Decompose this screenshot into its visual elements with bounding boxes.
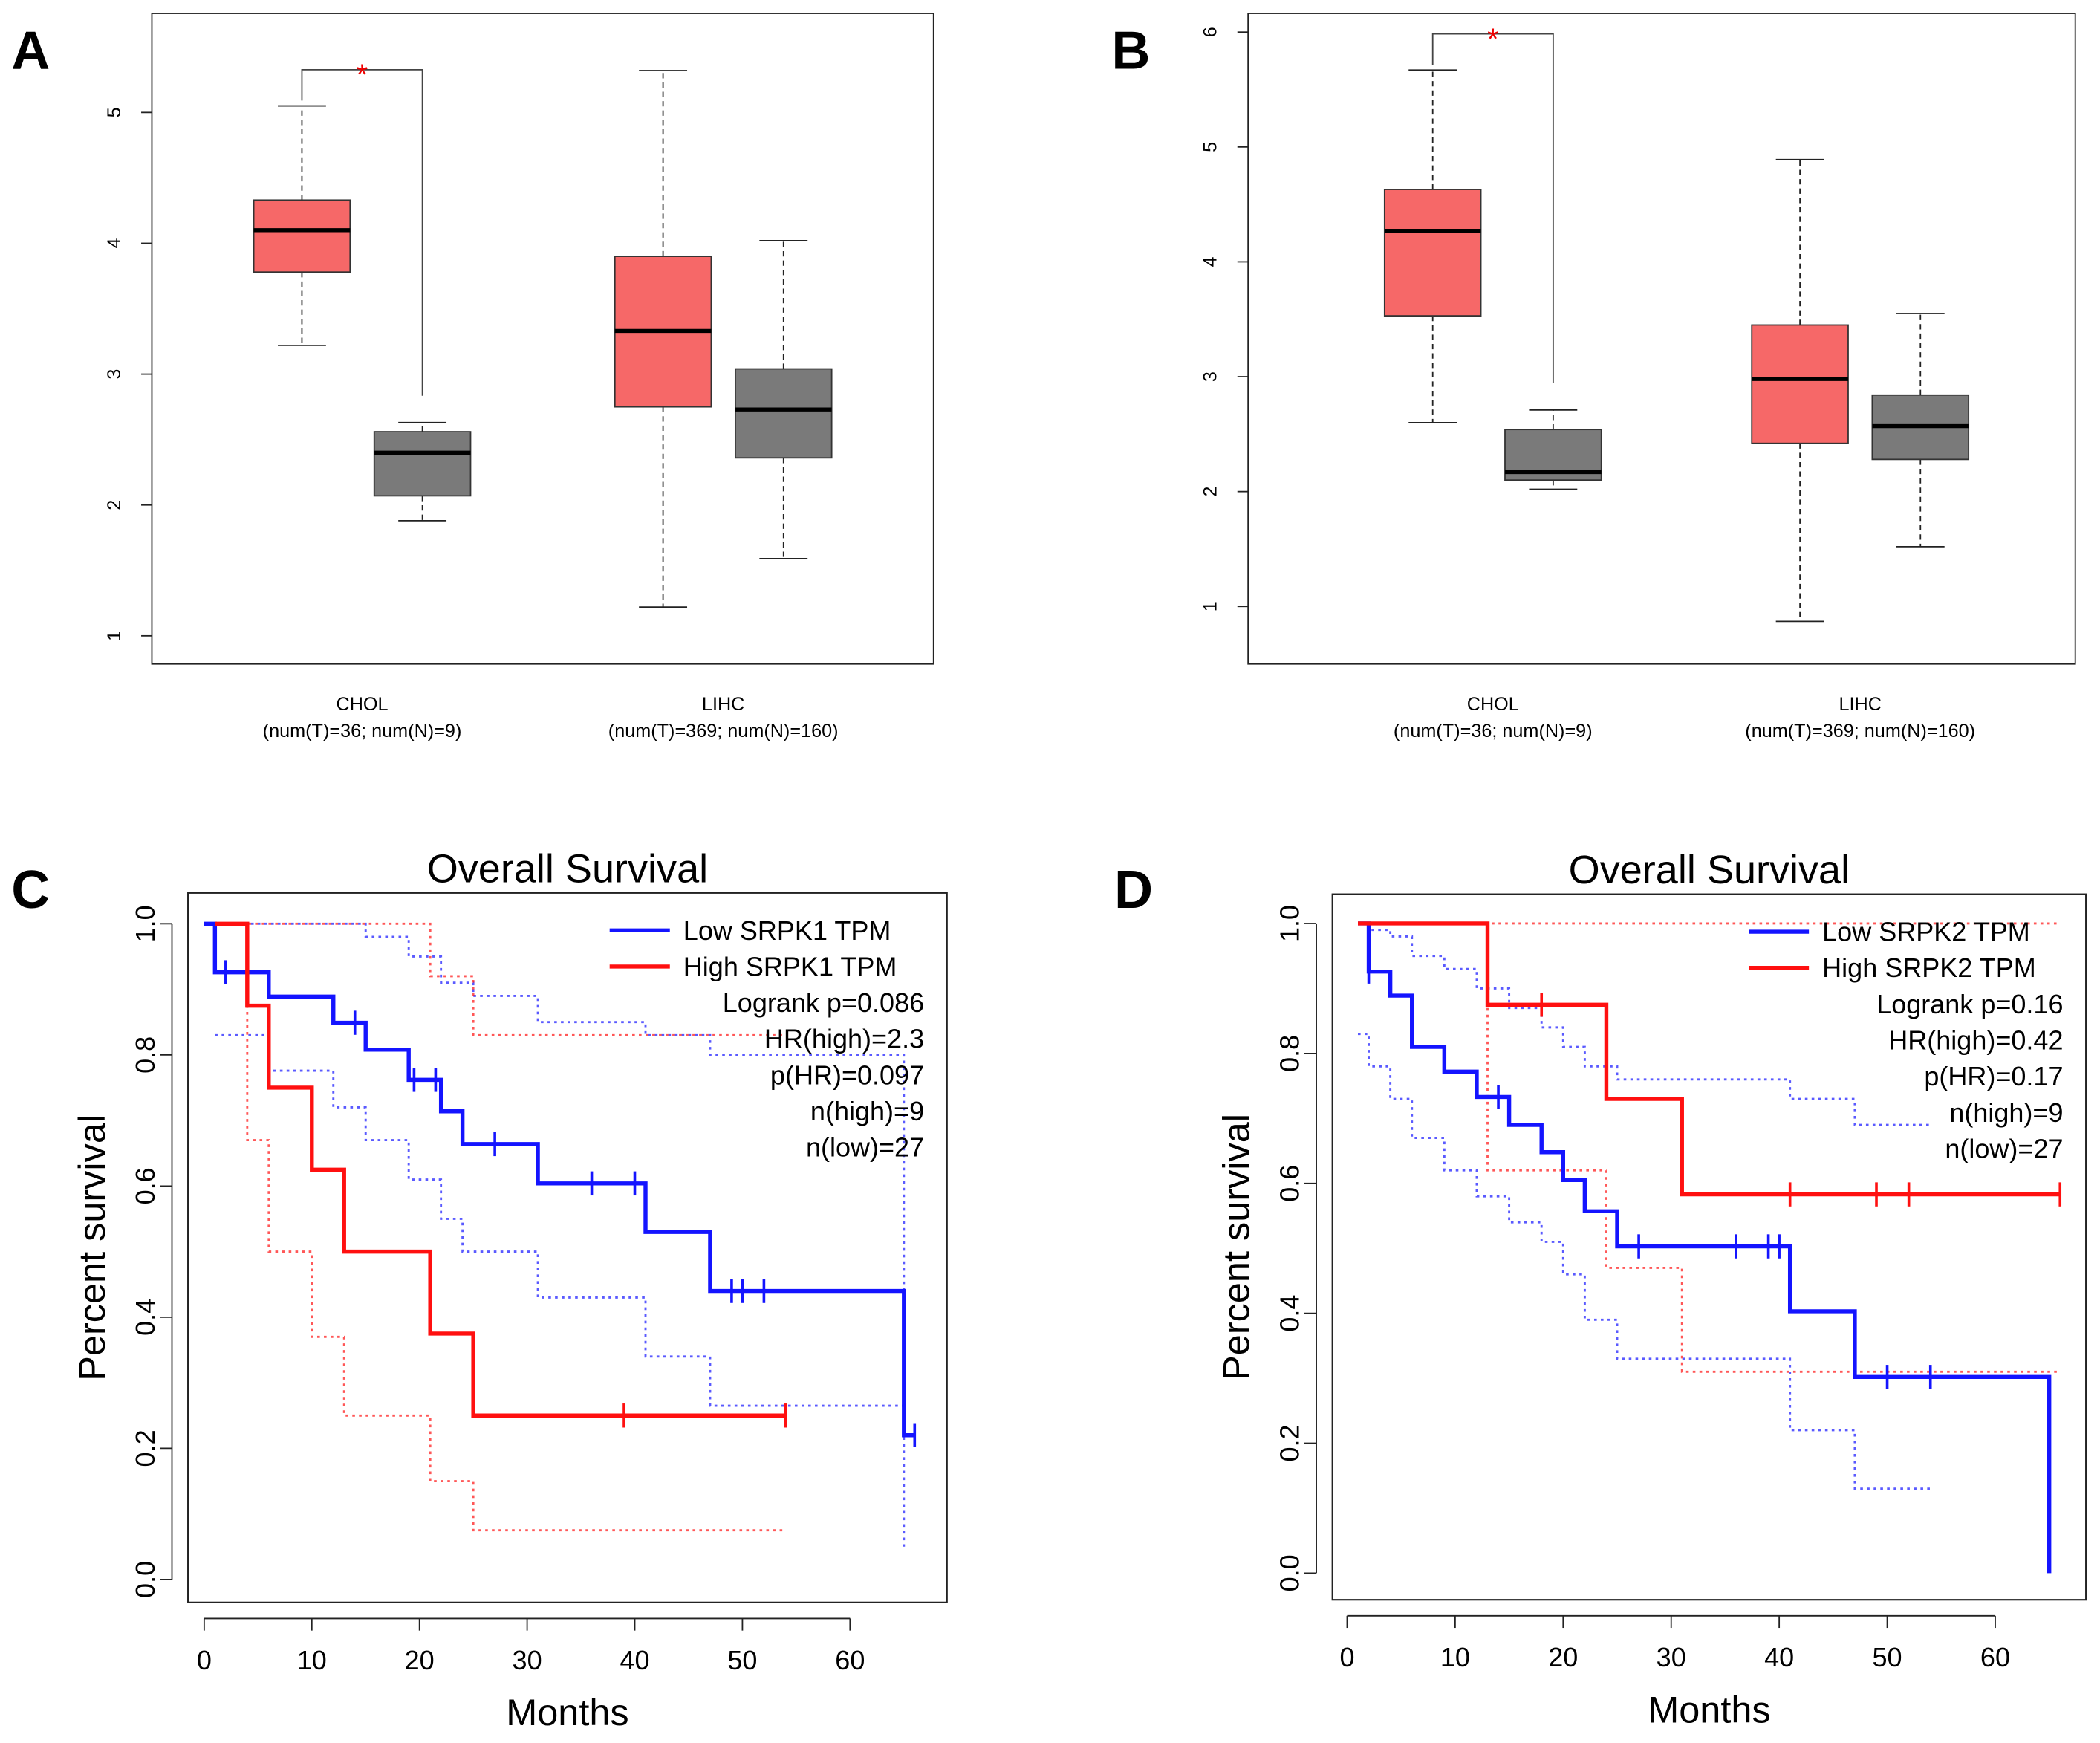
y-tick-label: 0.4 [1275,1295,1305,1332]
category-label: LIHC [1839,694,1881,715]
panel-label: A [11,21,50,80]
legend-stat: n(high)=9 [810,1096,924,1126]
legend-stat: n(low)=27 [806,1132,924,1163]
legend-label: Low SRPK2 TPM [1822,917,2030,947]
y-tick-label: 6 [1200,27,1221,37]
legend-label: High SRPK1 TPM [683,951,897,981]
ci-upper [1358,922,1931,1126]
legend-stat: p(HR)=0.097 [770,1059,924,1090]
x-tick-label: 10 [1440,1642,1470,1672]
category-label: CHOL [336,694,388,715]
x-tick-label: 50 [1873,1642,1902,1672]
legend-stat: Logrank p=0.086 [723,987,924,1018]
ci-upper [215,922,786,1036]
plot-frame [1331,893,2087,1601]
legend-stat: n(low)=27 [1945,1133,2063,1163]
category-label: LIHC [702,694,744,715]
x-tick-label: 20 [405,1645,435,1675]
chart-title: Overall Survival [1569,848,1850,892]
category-note: (num(T)=36; num(N)=9) [1394,721,1593,741]
survival-curve [1358,921,2061,1197]
survival-curve [204,921,915,1438]
x-tick-label: 50 [727,1645,757,1675]
category-note: (num(T)=36; num(N)=9) [263,721,462,741]
y-tick-label: 0.8 [1275,1035,1305,1072]
y-tick-label: 2 [1200,487,1221,497]
category-note: (num(T)=369; num(N)=160) [1745,721,1975,741]
x-tick-label: 0 [1339,1642,1354,1672]
box [734,368,833,459]
y-tick-label: 4 [104,238,125,248]
y-tick-label: 4 [1200,256,1221,267]
category-label: CHOL [1467,694,1519,715]
x-tick-label: 20 [1548,1642,1578,1672]
legend-stat: Logrank p=0.16 [1876,989,2063,1019]
chart-title: Overall Survival [427,846,708,891]
y-tick-label: 1 [104,631,125,641]
legend-stat: p(HR)=0.17 [1924,1061,2063,1091]
y-tick-label: 0.2 [130,1429,160,1467]
panel-label: D [1114,860,1153,920]
legend-stat: n(high)=9 [1949,1097,2063,1128]
y-tick-label: 3 [104,369,125,380]
y-tick-label: 0.6 [1275,1165,1305,1202]
plot-frame [187,892,948,1603]
y-axis-label: Percent survival [71,1114,113,1381]
ci-lower [215,922,786,1532]
y-tick-label: 0.6 [130,1167,160,1204]
significance-star: * [1487,23,1498,56]
plot-frame [1247,13,2076,665]
survival-curve [1358,921,2052,1574]
legend-stat: HR(high)=2.3 [764,1024,924,1054]
x-tick-label: 40 [1764,1642,1794,1672]
legend-label: Low SRPK1 TPM [683,915,891,946]
x-tick-label: 0 [197,1645,212,1675]
y-tick-label: 0.0 [1275,1554,1305,1591]
y-tick-label: 1 [1200,601,1221,611]
legend-label: High SRPK2 TPM [1822,952,2036,983]
y-tick-label: 0.0 [130,1561,160,1598]
y-tick-label: 0.4 [130,1299,160,1336]
x-tick-label: 10 [297,1645,327,1675]
x-tick-label: 60 [835,1645,865,1675]
x-tick-label: 30 [1657,1642,1686,1672]
significance-star: * [357,59,368,91]
y-tick-label: 1.0 [1275,905,1305,942]
x-axis-label: Months [506,1691,628,1733]
box [253,199,351,273]
y-tick-label: 5 [1200,142,1221,152]
y-tick-label: 5 [104,107,125,117]
box [373,431,472,497]
y-tick-label: 0.2 [1275,1424,1305,1461]
plot-frame [151,13,934,665]
ci-lower [1358,1033,1931,1490]
x-tick-label: 60 [1980,1642,2010,1672]
category-note: (num(T)=369; num(N)=160) [608,721,839,741]
legend-stat: HR(high)=0.42 [1888,1025,2063,1056]
y-tick-label: 3 [1200,371,1221,382]
ci-upper [204,922,906,1416]
x-tick-label: 40 [620,1645,649,1675]
box [1751,324,1849,444]
y-axis-label: Percent survival [1215,1114,1257,1380]
y-tick-label: 2 [104,500,125,510]
survival-curve [215,921,786,1418]
significance-bracket [1431,33,1554,383]
panel-label: C [11,860,50,920]
x-axis-label: Months [1648,1688,1770,1730]
box [1383,189,1482,317]
panel-label: B [1111,21,1150,80]
y-tick-label: 0.8 [130,1036,160,1074]
significance-bracket [301,68,423,396]
y-tick-label: 1.0 [130,905,160,942]
x-tick-label: 30 [513,1645,542,1675]
ci-lower [215,1033,906,1547]
ci-lower [1358,922,2061,1373]
